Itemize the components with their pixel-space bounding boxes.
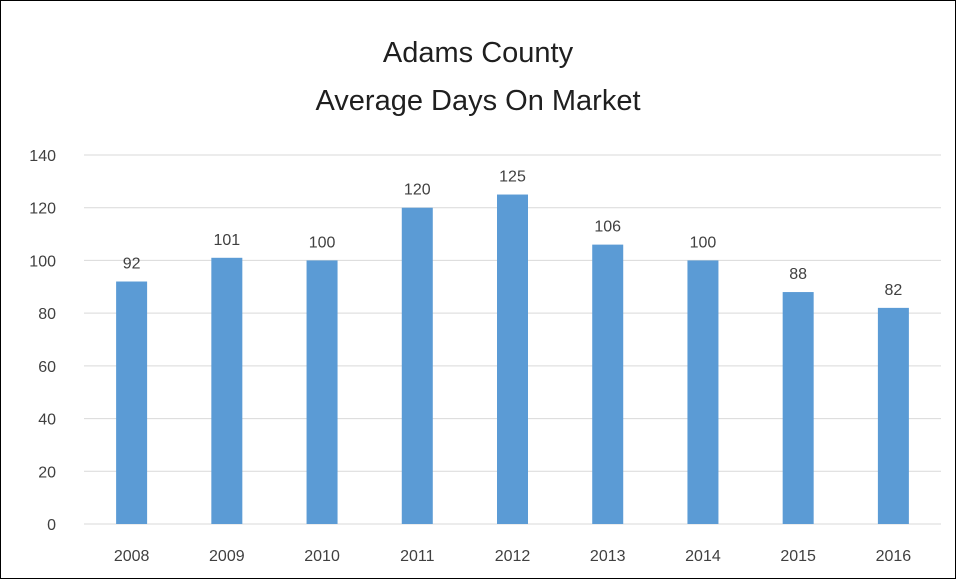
bar-2009 xyxy=(211,257,243,524)
bar-2008 xyxy=(116,281,148,524)
x-tick-label-2016: 2016 xyxy=(876,548,912,565)
data-label-2012: 125 xyxy=(499,169,526,186)
bar-2010 xyxy=(306,260,338,524)
data-label-2009: 101 xyxy=(213,232,240,249)
y-tick-label: 20 xyxy=(38,464,56,481)
bar-2012 xyxy=(497,194,528,525)
y-tick-label: 140 xyxy=(29,148,56,165)
x-tick-label-2012: 2012 xyxy=(495,548,531,565)
bar-2014 xyxy=(687,260,719,524)
x-tick-label-2008: 2008 xyxy=(114,548,150,565)
data-label-2014: 100 xyxy=(690,234,717,251)
bar-2013 xyxy=(592,244,624,524)
data-label-2013: 106 xyxy=(594,219,621,236)
y-tick-label: 100 xyxy=(29,253,56,270)
x-tick-label-2011: 2011 xyxy=(400,548,435,565)
chart-subtitle: Average Days On Market xyxy=(315,85,641,117)
x-tick-label-2013: 2013 xyxy=(590,548,626,565)
x-tick-label-2015: 2015 xyxy=(780,548,816,565)
x-axis-tick-labels: 2008 2009 2010 2011 2012 2013 2014 2015 2016 xyxy=(114,548,911,565)
bar-2016 xyxy=(877,307,909,524)
data-label-2010: 100 xyxy=(309,234,336,251)
x-tick-label-2010: 2010 xyxy=(304,548,340,565)
x-tick-label-2009: 2009 xyxy=(209,548,245,565)
y-tick-label: 120 xyxy=(29,201,56,218)
y-tick-label: 60 xyxy=(38,359,56,376)
y-tick-label: 40 xyxy=(38,412,56,429)
y-tick-label: 0 xyxy=(47,517,56,534)
data-label-2011: 120 xyxy=(404,182,431,199)
data-label-2016: 82 xyxy=(884,282,902,299)
x-tick-label-2014: 2014 xyxy=(685,548,721,565)
data-label-2015: 88 xyxy=(789,266,807,283)
bars xyxy=(116,194,909,525)
data-label-2008: 92 xyxy=(123,256,141,273)
bar-2015 xyxy=(782,292,814,524)
data-labels: 92 101 100 120 125 106 100 88 82 xyxy=(123,169,903,299)
y-axis-tick-labels: 0 20 40 60 80 100 120 140 xyxy=(29,148,56,534)
chart-title: Adams County xyxy=(382,37,574,69)
y-tick-label: 80 xyxy=(38,306,56,323)
bar-2011 xyxy=(401,207,433,524)
